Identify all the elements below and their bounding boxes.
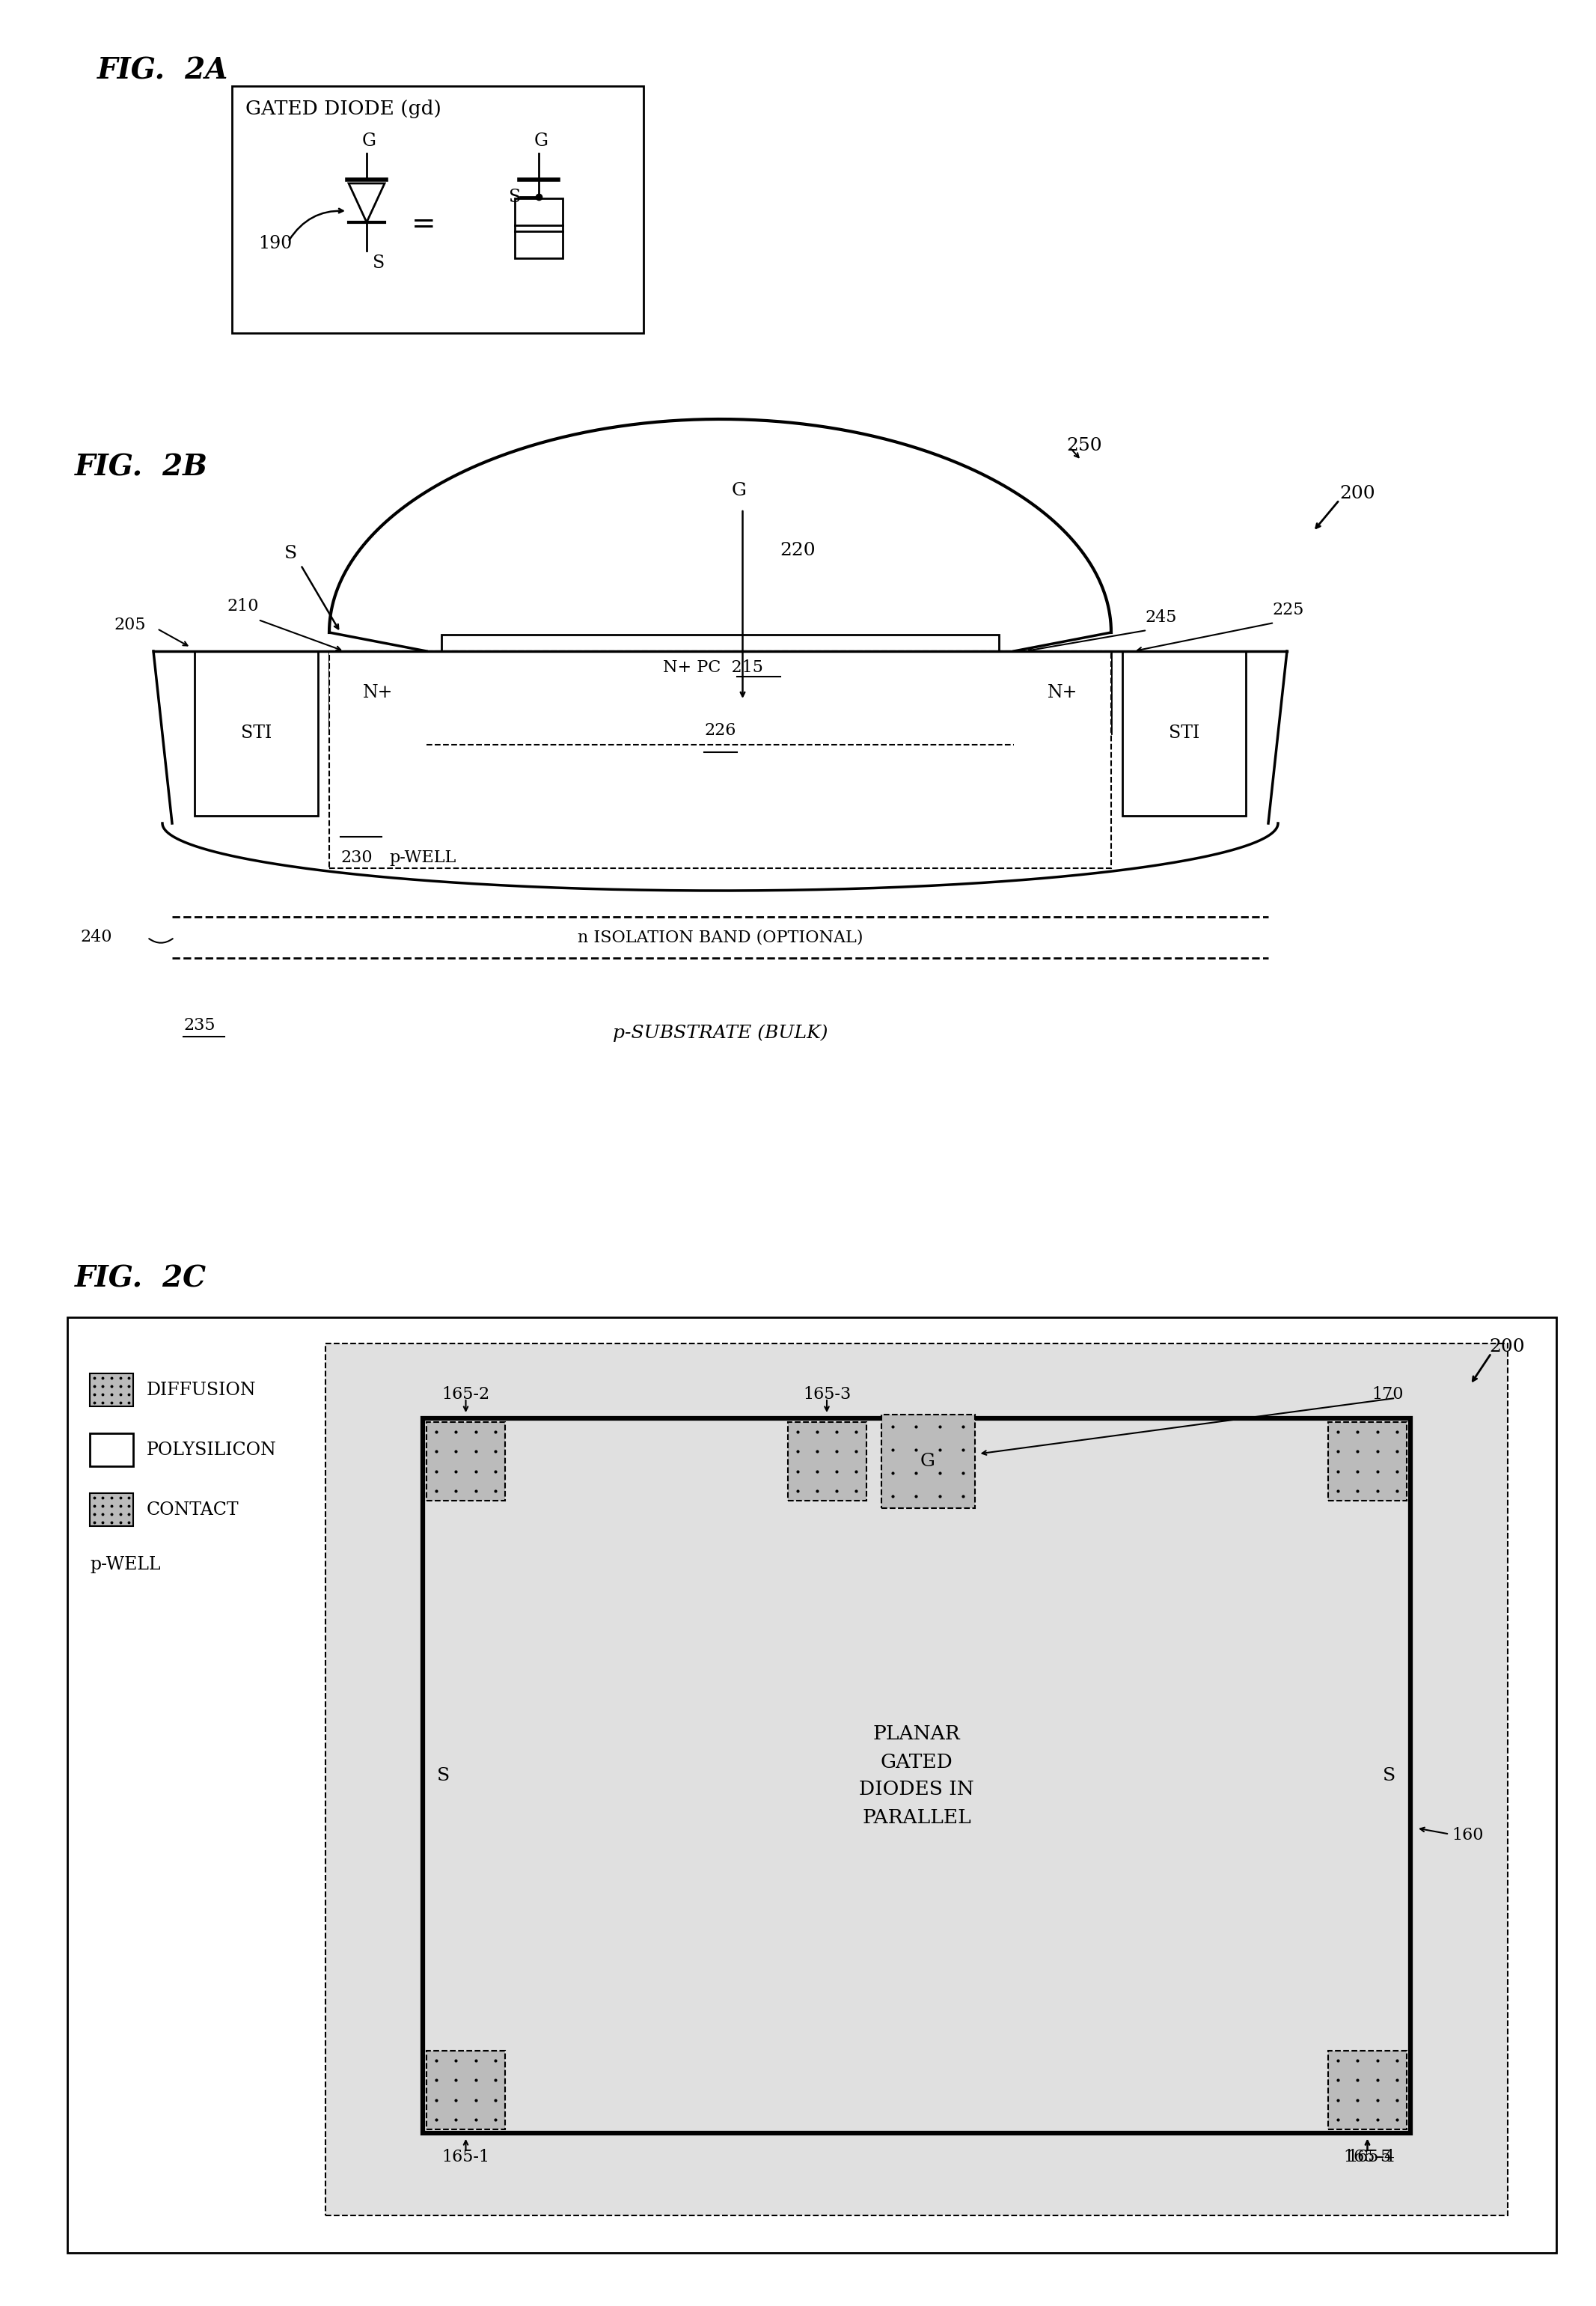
Text: 190: 190 — [259, 235, 292, 251]
Bar — [426, 2050, 504, 2128]
Bar — [1013, 650, 1111, 733]
Text: 225: 225 — [1272, 602, 1304, 618]
Text: 165-2: 165-2 — [442, 1386, 490, 1402]
Bar — [329, 650, 426, 733]
Text: GATED DIODE (gd): GATED DIODE (gd) — [246, 99, 442, 118]
Text: N+: N+ — [1047, 683, 1077, 701]
Text: 200: 200 — [1339, 484, 1376, 503]
Text: DIFFUSION: DIFFUSION — [147, 1381, 257, 1397]
Text: 235: 235 — [184, 1017, 215, 1033]
Text: 165-5: 165-5 — [1344, 2149, 1392, 2165]
Polygon shape — [348, 184, 385, 221]
Text: 245: 245 — [1144, 609, 1176, 625]
Bar — [326, 1344, 1508, 2216]
Text: 250: 250 — [1066, 436, 1101, 454]
Bar — [442, 634, 999, 701]
Text: S: S — [509, 189, 520, 205]
Text: STI: STI — [1168, 724, 1200, 743]
Text: STI: STI — [241, 724, 271, 743]
Text: FIG.  2A: FIG. 2A — [97, 55, 228, 85]
Bar — [89, 1374, 132, 1407]
Text: PLANAR
GATED
DIODES IN
PARALLEL: PLANAR GATED DIODES IN PARALLEL — [859, 1725, 974, 1826]
Bar — [881, 1414, 975, 1508]
Bar — [1328, 1423, 1406, 1501]
Text: 226: 226 — [704, 722, 736, 738]
Text: S: S — [372, 254, 385, 272]
Text: FIG.  2C: FIG. 2C — [75, 1266, 206, 1294]
Text: 200: 200 — [1489, 1337, 1524, 1356]
Text: 165-1: 165-1 — [442, 2149, 490, 2165]
Text: FIG.  2B: FIG. 2B — [75, 452, 207, 482]
Bar — [89, 1494, 132, 1527]
Text: S: S — [437, 1766, 450, 1785]
Text: 160: 160 — [1452, 1826, 1483, 1845]
Bar — [231, 85, 643, 332]
Bar — [787, 1423, 867, 1501]
Bar — [195, 650, 318, 816]
Bar — [516, 231, 563, 258]
Text: p-SUBSTRATE (BULK): p-SUBSTRATE (BULK) — [613, 1024, 828, 1042]
Text: n ISOLATION BAND (OPTIONAL): n ISOLATION BAND (OPTIONAL) — [578, 929, 863, 945]
Bar — [329, 650, 1111, 869]
Bar — [516, 198, 563, 226]
Text: 210: 210 — [227, 597, 259, 613]
Bar — [426, 1423, 504, 1501]
Text: 165-3: 165-3 — [803, 1386, 851, 1402]
Text: 220: 220 — [780, 542, 816, 558]
Text: G: G — [535, 131, 547, 150]
Text: N+ PC  215: N+ PC 215 — [662, 660, 763, 676]
Text: CONTACT: CONTACT — [147, 1501, 239, 1517]
Text: p-WELL: p-WELL — [89, 1557, 161, 1573]
Text: G: G — [921, 1453, 935, 1469]
Text: S: S — [1384, 1766, 1396, 1785]
Text: 230: 230 — [340, 849, 372, 867]
Text: 240: 240 — [80, 929, 112, 945]
Bar — [67, 1317, 1556, 2253]
Bar — [1122, 650, 1246, 816]
Text: N+: N+ — [362, 683, 393, 701]
Bar — [423, 1418, 1411, 2133]
Text: POLYSILICON: POLYSILICON — [147, 1441, 276, 1457]
Text: 170: 170 — [1373, 1386, 1404, 1402]
Text: =: = — [412, 210, 436, 238]
Text: S: S — [284, 544, 297, 563]
Bar — [89, 1434, 132, 1467]
Text: p-WELL: p-WELL — [389, 849, 456, 867]
Text: 205: 205 — [113, 616, 145, 634]
Text: G: G — [731, 482, 747, 498]
Text: 165-4: 165-4 — [1347, 2149, 1395, 2165]
Text: G: G — [362, 131, 377, 150]
Bar — [1328, 2050, 1406, 2128]
